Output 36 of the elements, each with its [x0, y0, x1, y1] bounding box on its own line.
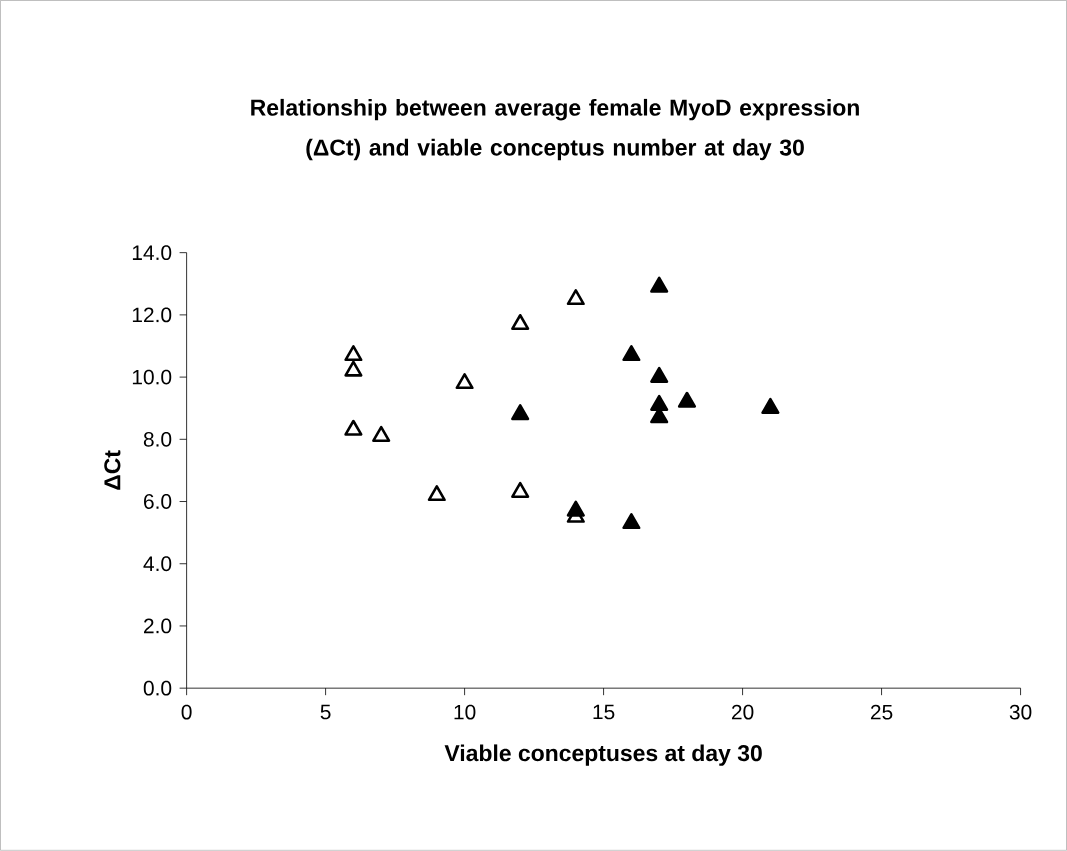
y-tick-label: 14.0: [132, 245, 172, 261]
x-tick-label: 25: [870, 704, 893, 720]
point: [511, 482, 530, 499]
y-tick-label: 0.0: [143, 680, 172, 696]
point: [344, 345, 363, 362]
point: [622, 513, 641, 530]
x-tick-label: 30: [1009, 704, 1032, 720]
y-axis-title: ΔCt: [104, 450, 121, 490]
point: [344, 360, 363, 377]
point: [455, 373, 474, 390]
point: [566, 500, 585, 517]
point: [372, 426, 391, 443]
point: [761, 398, 780, 415]
y-tick-label: 6.0: [144, 494, 172, 510]
y-tick-label: 2.0: [144, 618, 172, 634]
point: [650, 276, 669, 293]
chart-title: Relationship between average female MyoD expression (ΔCt) and viable conceptus number at day 30: [251, 99, 859, 161]
x-axis-title: Viable conceptuses at day 30: [444, 744, 762, 766]
point: [511, 314, 530, 331]
y-tick-label: 8.0: [143, 432, 172, 447]
x-tick-label: 20: [731, 704, 754, 720]
point: [650, 394, 669, 411]
x-tick-label: 15: [593, 704, 615, 720]
x-tick-label: 10: [454, 704, 476, 720]
point: [677, 391, 697, 408]
point: [566, 289, 585, 306]
y-tick-label: 12.0: [132, 307, 172, 323]
y-tick-label: 4.0: [143, 556, 172, 572]
x-tick-label: 5: [320, 704, 331, 720]
x-tick-label: 0: [181, 704, 192, 720]
point: [650, 366, 669, 384]
point: [511, 404, 530, 421]
point: [427, 485, 446, 502]
point: [344, 419, 363, 436]
y-tick-label: 10.0: [132, 369, 172, 385]
point: [622, 345, 641, 362]
